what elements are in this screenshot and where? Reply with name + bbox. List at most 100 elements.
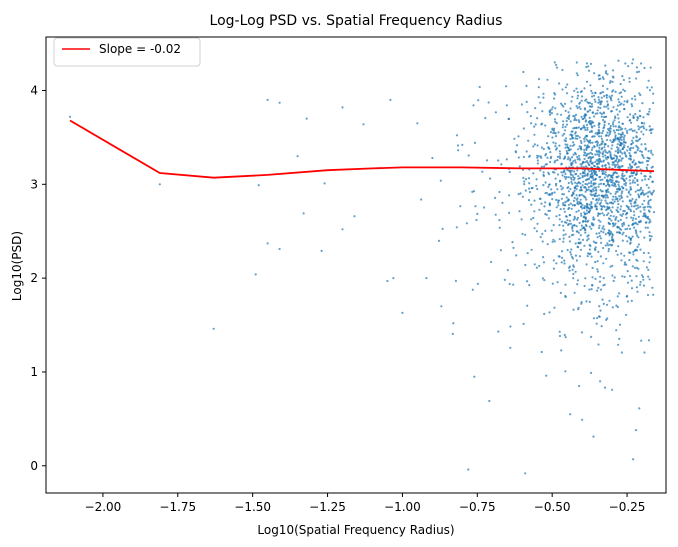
scatter-point — [573, 196, 576, 200]
scatter-point — [628, 119, 631, 122]
scatter-point — [639, 248, 642, 251]
scatter-point — [599, 275, 602, 278]
scatter-point — [580, 214, 583, 217]
scatter-point — [621, 175, 624, 178]
scatter-point — [567, 181, 570, 185]
scatter-point — [614, 195, 617, 198]
scatter-point — [604, 199, 607, 202]
scatter-point — [640, 193, 643, 196]
scatter-point — [599, 103, 602, 106]
scatter-point — [569, 159, 572, 162]
scatter-point — [550, 108, 553, 111]
scatter-point — [602, 116, 606, 119]
scatter-point — [617, 183, 620, 186]
scatter-point — [556, 188, 559, 191]
scatter-point — [601, 76, 605, 79]
scatter-point — [564, 143, 567, 146]
scatter-point — [604, 164, 607, 167]
scatter-point — [651, 191, 655, 194]
scatter-point — [457, 149, 460, 152]
scatter-point — [647, 339, 651, 342]
scatter-point — [609, 80, 612, 83]
scatter-point — [524, 263, 527, 267]
scatter-point — [606, 103, 610, 106]
scatter-point — [542, 261, 546, 264]
scatter-point — [638, 114, 642, 117]
scatter-point — [551, 282, 554, 285]
scatter-point — [596, 153, 599, 156]
scatter-point — [624, 154, 627, 157]
scatter-point — [643, 208, 646, 211]
scatter-point — [585, 138, 588, 141]
scatter-point — [650, 149, 653, 152]
scatter-point — [644, 178, 647, 181]
scatter-point — [607, 107, 610, 110]
scatter-point — [585, 209, 589, 212]
scatter-point — [556, 113, 559, 116]
scatter-point — [621, 239, 624, 242]
scatter-point — [608, 217, 611, 220]
scatter-point — [627, 166, 630, 169]
scatter-point — [611, 264, 614, 267]
scatter-point — [528, 284, 531, 287]
scatter-point — [585, 80, 589, 83]
scatter-point — [475, 218, 478, 222]
scatter-point — [561, 134, 564, 137]
scatter-point — [630, 279, 633, 282]
scatter-point — [613, 131, 617, 134]
scatter-point — [600, 137, 604, 140]
scatter-point — [521, 195, 525, 198]
scatter-point — [568, 265, 572, 268]
scatter-point — [567, 190, 571, 193]
scatter-point — [341, 228, 344, 231]
scatter-point — [616, 305, 619, 309]
scatter-point — [522, 70, 525, 74]
scatter-point — [536, 159, 540, 162]
scatter-point — [585, 62, 589, 65]
scatter-point — [615, 216, 618, 219]
scatter-point — [643, 351, 646, 354]
scatter-point — [574, 181, 577, 184]
scatter-point — [618, 110, 621, 113]
scatter-point — [586, 183, 589, 186]
scatter-point — [626, 149, 629, 152]
scatter-point — [540, 165, 543, 168]
x-tick-label: −1.00 — [384, 500, 421, 514]
scatter-point — [585, 154, 589, 157]
scatter-point — [562, 202, 565, 205]
scatter-point — [452, 322, 455, 325]
scatter-point — [569, 173, 573, 176]
scatter-point — [541, 277, 545, 280]
scatter-point — [612, 279, 615, 283]
scatter-point — [540, 123, 543, 126]
scatter-point — [562, 105, 565, 108]
scatter-point — [565, 176, 568, 179]
y-tick-label: 3 — [30, 177, 38, 191]
scatter-point — [635, 71, 639, 74]
scatter-point — [617, 175, 620, 178]
scatter-point — [594, 182, 597, 185]
scatter-point — [555, 262, 558, 265]
y-tick-label: 4 — [30, 83, 38, 97]
scatter-point — [638, 407, 641, 410]
scatter-point — [593, 115, 596, 118]
scatter-point — [533, 143, 537, 146]
scatter-point — [614, 138, 617, 141]
scatter-point — [341, 106, 344, 109]
scatter-point — [521, 232, 524, 236]
scatter-point — [598, 98, 601, 101]
scatter-point — [577, 231, 580, 234]
scatter-point — [615, 249, 618, 253]
scatter-point — [613, 200, 616, 203]
scatter-point — [621, 152, 624, 155]
scatter-point — [600, 182, 603, 185]
scatter-point — [591, 146, 594, 149]
scatter-point — [608, 174, 611, 177]
scatter-point — [567, 176, 570, 179]
scatter-point — [550, 112, 554, 115]
scatter-point — [566, 186, 569, 189]
scatter-point — [629, 241, 632, 244]
scatter-point — [637, 70, 641, 73]
scatter-point — [580, 115, 583, 118]
scatter-point — [606, 188, 610, 191]
